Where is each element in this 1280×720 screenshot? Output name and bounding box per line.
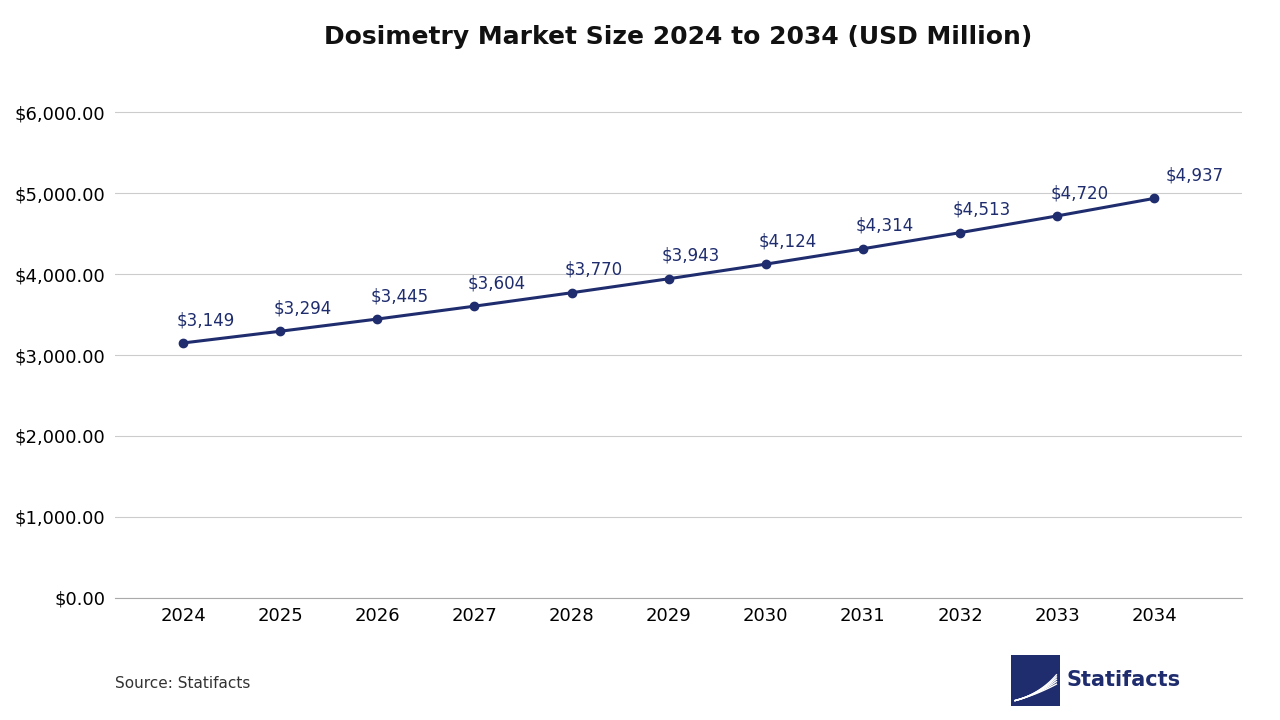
Text: $4,124: $4,124: [759, 233, 817, 251]
Text: $3,943: $3,943: [662, 247, 719, 265]
Text: $4,513: $4,513: [954, 201, 1011, 219]
Text: $3,149: $3,149: [177, 311, 234, 329]
Text: $4,937: $4,937: [1165, 166, 1224, 184]
Text: Source: Statifacts: Source: Statifacts: [115, 676, 251, 691]
Text: $4,720: $4,720: [1050, 184, 1108, 202]
Text: $3,445: $3,445: [370, 287, 429, 305]
Title: Dosimetry Market Size 2024 to 2034 (USD Million): Dosimetry Market Size 2024 to 2034 (USD …: [324, 25, 1033, 49]
Text: Statifacts: Statifacts: [1066, 670, 1180, 690]
Text: $3,604: $3,604: [467, 274, 526, 292]
Text: $4,314: $4,314: [856, 217, 914, 235]
Text: $3,770: $3,770: [564, 261, 623, 279]
Text: $3,294: $3,294: [274, 300, 332, 318]
